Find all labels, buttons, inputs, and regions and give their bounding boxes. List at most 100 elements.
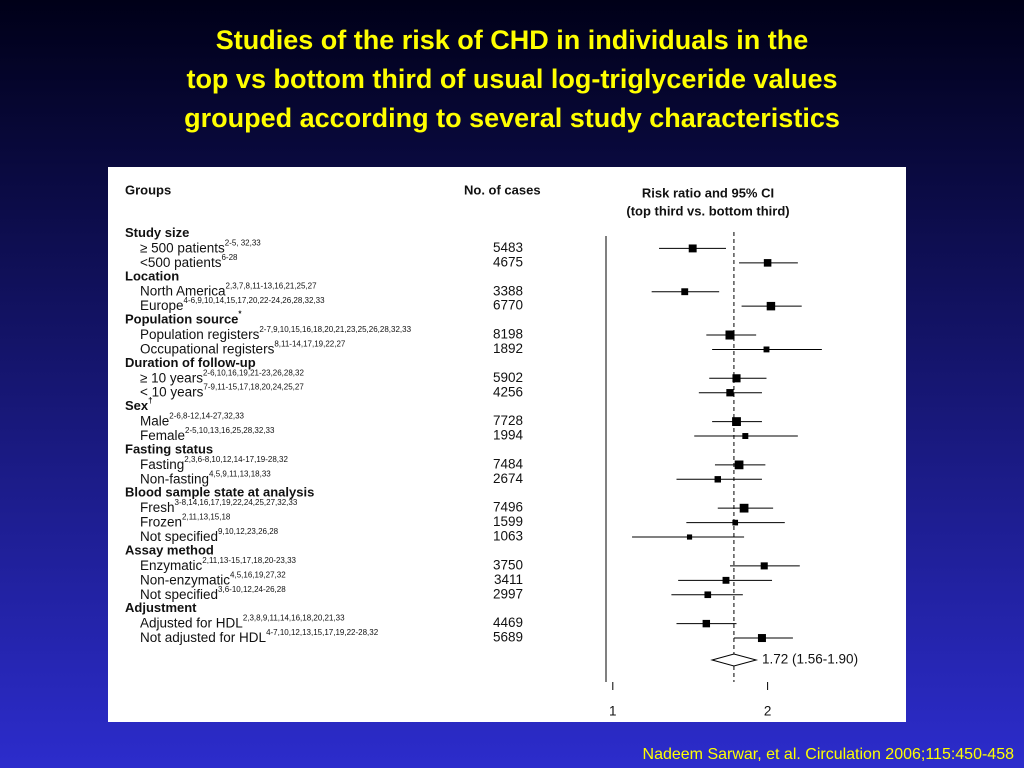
group-footnote-mark: †: [148, 396, 152, 405]
group-footnote-mark: *: [238, 310, 242, 319]
case-count: 3750: [493, 557, 523, 572]
group-name: Location: [125, 269, 179, 284]
group-name: Adjustment: [125, 601, 197, 616]
overall-diamond: [710, 653, 759, 667]
item-label: Adjusted for HDL2,3,8,9,11,14,16,18,20,2…: [140, 614, 345, 630]
title-line: grouped according to several study chara…: [184, 103, 840, 133]
column-header: Risk ratio and 95% CI: [642, 185, 774, 200]
item-label: Female2-5,10,13,16,25,28,32,33: [140, 426, 275, 442]
risk-ratio-marker: [726, 389, 734, 397]
item-name: Adjusted for HDL: [140, 615, 243, 630]
item-refs: 4-7,10,12,13,15,17,19,22-28,32: [266, 628, 379, 637]
item-label: Not specified9,10,12,23,26,28: [140, 527, 279, 543]
case-count: 6770: [493, 298, 523, 313]
column-header: No. of cases: [464, 182, 541, 197]
overall-label: 1.72 (1.56-1.90): [762, 652, 858, 667]
item-refs: 7-9,11-15,17,18,20,24,25,27: [203, 383, 304, 392]
case-count: 3411: [494, 572, 523, 587]
risk-ratio-marker: [702, 619, 711, 628]
case-count: 1892: [493, 341, 523, 356]
group-heading: Location: [125, 269, 179, 284]
group-name: Sex: [125, 399, 149, 414]
item-name: Population registers: [140, 327, 260, 342]
item-name: Occupational registers: [140, 341, 275, 356]
item-name: Not specified: [140, 529, 218, 544]
case-count: 1063: [493, 529, 523, 544]
item-name: Not adjusted for HDL: [140, 630, 267, 645]
group-heading: Study size: [125, 225, 189, 240]
risk-ratio-marker: [688, 244, 697, 253]
item-refs: 3,6-10,12,24-26,28: [218, 585, 286, 594]
item-name: ≥ 500 patients: [140, 240, 225, 255]
case-count: 4469: [493, 615, 523, 630]
item-refs: 3-8,14,16,17,19,22,24,25,27,32,33: [175, 498, 298, 507]
item-label: Male2-6,8-12,14-27,32,33: [140, 412, 245, 428]
risk-ratio-marker: [766, 301, 776, 311]
item-label: Population registers2-7,9,10,15,16,18,20…: [140, 325, 412, 341]
item-label: <500 patients6-28: [140, 253, 238, 269]
item-name: Enzymatic: [140, 557, 203, 572]
item-name: North America: [140, 283, 226, 298]
risk-ratio-marker: [704, 591, 712, 599]
case-count: 7496: [493, 500, 523, 515]
group-name: Assay method: [125, 543, 214, 558]
group-heading: Assay method: [125, 543, 214, 558]
item-name: < 10 years: [140, 384, 204, 399]
item-name: Female: [140, 428, 185, 443]
case-count: 2674: [493, 471, 524, 486]
item-refs: 4,5,9,11,13,18,33: [209, 469, 271, 478]
item-label: ≥ 10 years2-6,10,16,19,21-23,26,28,32: [140, 368, 304, 384]
item-refs: 2-7,9,10,15,16,18,20,21,23,25,26,28,32,3…: [259, 325, 411, 334]
risk-ratio-marker: [732, 417, 741, 427]
group-heading: Blood sample state at analysis: [125, 485, 314, 500]
item-refs: 9,10,12,23,26,28: [218, 527, 279, 536]
case-count: 1994: [493, 428, 524, 443]
item-name: Non-enzymatic: [140, 572, 230, 587]
item-refs: 4,5,16,19,27,32: [230, 570, 286, 579]
item-label: North America2,3,7,8,11-13,16,21,25,27: [140, 282, 317, 298]
case-count: 3388: [493, 283, 523, 298]
case-count: 4675: [493, 254, 523, 269]
item-name: ≥ 10 years: [140, 370, 203, 385]
item-label: Occupational registers8,11-14,17,19,22,2…: [140, 340, 346, 356]
risk-ratio-marker: [722, 576, 730, 584]
risk-ratio-marker: [742, 433, 749, 439]
item-refs: 2,3,6-8,10,12,14-17,19-28,32: [184, 455, 288, 464]
group-name: Blood sample state at analysis: [125, 485, 314, 500]
risk-ratio-marker: [681, 288, 689, 296]
item-label: Non-fasting4,5,9,11,13,18,33: [140, 469, 271, 485]
group-heading: Sex†: [125, 396, 153, 413]
forest-plot: Groups No. of cases Risk ratio and 95% C…: [125, 182, 858, 718]
item-refs: 2,11,13,15,18: [182, 513, 231, 522]
item-refs: 2-6,8-12,14-27,32,33: [169, 412, 244, 421]
group-name: Duration of follow-up: [125, 355, 256, 370]
case-count: 4256: [493, 384, 523, 399]
item-refs: 2-5,10,13,16,25,28,32,33: [185, 426, 275, 435]
risk-ratio-marker: [739, 503, 749, 513]
item-refs: 2-6,10,16,19,21-23,26,28,32: [203, 368, 305, 377]
risk-ratio-marker: [686, 534, 693, 540]
case-count: 5902: [493, 370, 523, 385]
figure-panel: [108, 167, 906, 722]
item-refs: 8,11-14,17,19,22,27: [274, 340, 346, 349]
item-name: Fasting: [140, 456, 184, 471]
case-count: 8198: [493, 327, 523, 342]
risk-ratio-marker: [763, 259, 772, 267]
item-label: Europe4-6,9,10,14,15,17,20,22-24,26,28,3…: [140, 296, 325, 312]
case-count: 7484: [493, 456, 524, 471]
risk-ratio-marker: [763, 346, 770, 353]
group-heading: Adjustment: [125, 601, 197, 616]
column-header: (top third vs. bottom third): [626, 203, 789, 218]
risk-ratio-marker: [734, 460, 744, 470]
item-label: Not specified3,6-10,12,24-26,28: [140, 585, 286, 601]
risk-ratio-marker: [732, 519, 739, 526]
group-heading: Duration of follow-up: [125, 355, 256, 370]
item-label: Non-enzymatic4,5,16,19,27,32: [140, 570, 286, 586]
title-line: top vs bottom third of usual log-triglyc…: [186, 64, 837, 94]
item-refs: 2-5, 32,33: [225, 239, 262, 248]
case-count: 2997: [493, 586, 523, 601]
risk-ratio-marker: [757, 634, 766, 643]
item-name: Fresh: [140, 500, 175, 515]
case-count: 5689: [493, 630, 523, 645]
